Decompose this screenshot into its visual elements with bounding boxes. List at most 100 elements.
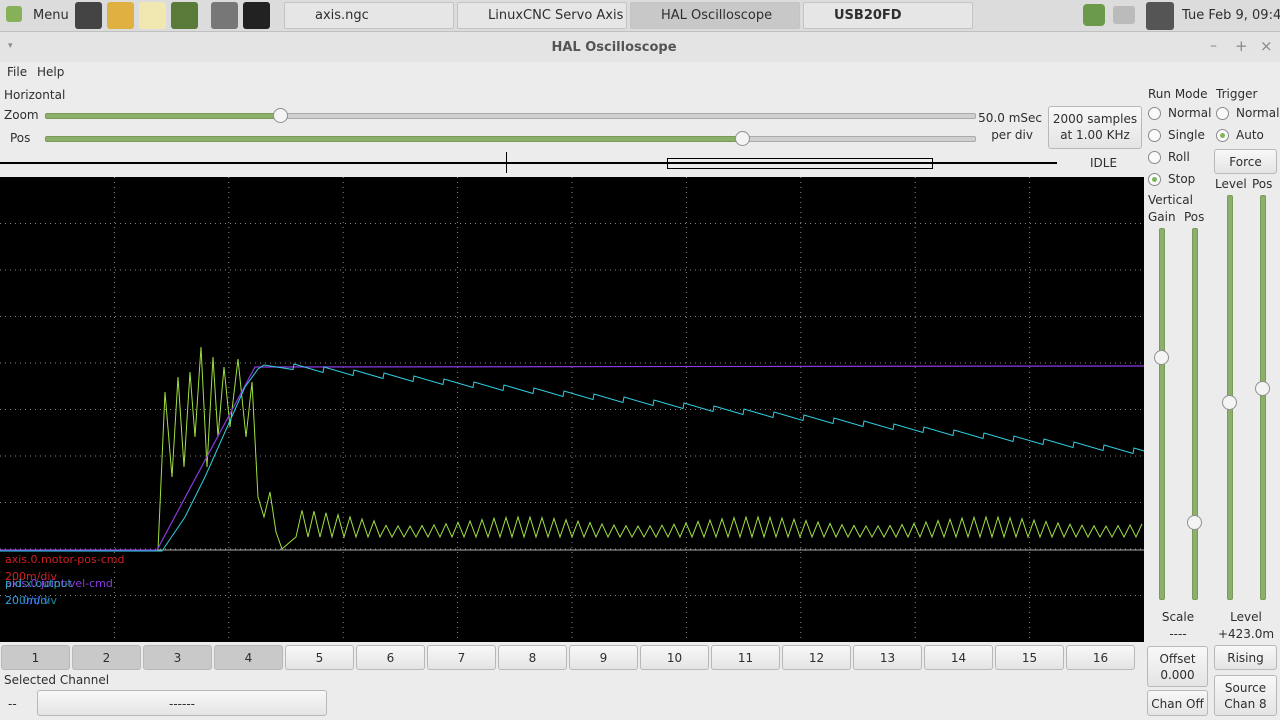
channel-button[interactable]: 1 — [1, 645, 70, 670]
close[interactable]: × — [1260, 37, 1273, 55]
trace-scale: 200m/div — [5, 594, 57, 607]
channel-name-button[interactable]: ------ — [37, 690, 327, 716]
trigger-pos-slider[interactable] — [1255, 381, 1270, 396]
trace-name: axis.0.joint-vel-cmd — [5, 577, 113, 590]
radio-label[interactable]: Auto — [1236, 128, 1264, 142]
launcher[interactable] — [171, 2, 198, 29]
task-button[interactable]: axis.ngc — [284, 2, 454, 29]
radio[interactable] — [1216, 107, 1229, 120]
state: IDLE — [1090, 156, 1118, 170]
clock: Tue Feb 9, 09:48 — [1182, 8, 1280, 23]
section-label: Vertical — [1148, 193, 1193, 207]
trace-name: axis.0.motor-pos-cmd — [5, 553, 124, 566]
channel-button[interactable]: 3 — [143, 645, 212, 670]
vpos-slider[interactable] — [1187, 515, 1202, 530]
channel-button[interactable]: 8 — [498, 645, 567, 670]
channel-button[interactable]: 11 — [711, 645, 780, 670]
task-button[interactable]: LinuxCNC Servo Axis ... — [457, 2, 627, 38]
grid — [0, 177, 1144, 642]
pos-slider[interactable] — [735, 131, 750, 146]
value: 0.000 — [1160, 668, 1195, 683]
menu-icon[interactable] — [6, 6, 22, 22]
channel-button[interactable]: 5 — [285, 645, 354, 670]
launcher[interactable] — [243, 2, 270, 29]
slider-track — [1260, 195, 1266, 600]
task-button[interactable]: HAL Oscilloscope — [630, 2, 800, 29]
zoom-slider[interactable] — [273, 108, 288, 123]
window-menu[interactable]: ▾ — [8, 41, 13, 51]
title-bar — [0, 32, 1280, 62]
label: Level — [1230, 610, 1262, 624]
force-button[interactable]: Force — [1214, 149, 1277, 174]
channel-button[interactable]: 7 — [427, 645, 496, 670]
channel-button[interactable]: 15 — [995, 645, 1064, 670]
trace — [0, 363, 1144, 552]
radio[interactable] — [1148, 129, 1161, 142]
radio[interactable] — [1216, 129, 1229, 142]
trace — [0, 365, 1144, 551]
slider-track — [1159, 228, 1165, 600]
label: 2000 samples — [1052, 112, 1138, 126]
label: at 1.00 KHz — [1060, 128, 1130, 143]
radio[interactable] — [1148, 173, 1161, 186]
radio-label[interactable]: Stop — [1168, 172, 1196, 186]
channel-button[interactable]: 13 — [853, 645, 922, 670]
samples-button[interactable]: 2000 samples at 1.00 KHz — [1048, 106, 1142, 149]
chan-off-button[interactable]: Chan Off — [1147, 690, 1208, 716]
channel-button[interactable]: 9 — [569, 645, 638, 670]
slider-track — [1192, 228, 1198, 600]
launcher[interactable] — [75, 2, 102, 29]
level-slider[interactable] — [1222, 395, 1237, 410]
radio-label[interactable]: Normal — [1236, 106, 1280, 120]
menu-item[interactable]: Help — [37, 65, 65, 79]
window-title: HAL Oscilloscope — [551, 40, 677, 55]
maximize[interactable]: + — [1235, 37, 1248, 55]
channel-button[interactable]: 16 — [1066, 645, 1135, 670]
launcher[interactable] — [139, 2, 166, 29]
tray-icon[interactable] — [1083, 4, 1105, 26]
label: -- — [8, 697, 17, 711]
section-label: Trigger — [1216, 87, 1258, 101]
gain-slider[interactable] — [1154, 350, 1169, 365]
scope-display: axis.0.motor-pos-cmd 200m/div axis.0.joi… — [0, 177, 1144, 642]
channel-button[interactable]: 6 — [356, 645, 425, 670]
trace-scale: 20.0/div — [5, 594, 50, 607]
channel-button[interactable]: 14 — [924, 645, 993, 670]
radio-label[interactable]: Roll — [1168, 150, 1190, 164]
label: Source — [1224, 681, 1267, 695]
radio-label[interactable]: Normal — [1168, 106, 1212, 120]
value: Chan 8 — [1224, 697, 1267, 712]
tray-icon[interactable] — [1146, 2, 1174, 30]
label: Offset — [1159, 652, 1196, 666]
radio[interactable] — [1148, 107, 1161, 120]
menu-button[interactable]: Menu — [33, 8, 69, 23]
offset-button[interactable]: Offset 0.000 — [1147, 646, 1208, 687]
slider-track — [45, 113, 277, 119]
task-button[interactable]: USB20FD — [803, 2, 973, 29]
launcher[interactable] — [211, 2, 238, 29]
label: Pos — [10, 131, 31, 145]
channel-button[interactable]: 10 — [640, 645, 709, 670]
timeline — [0, 162, 1057, 164]
channel-button[interactable]: 2 — [72, 645, 141, 670]
radio[interactable] — [1148, 151, 1161, 164]
channel-button[interactable]: 4 — [214, 645, 283, 670]
minimize[interactable]: – — [1210, 38, 1217, 54]
trace — [0, 346, 1143, 551]
trigger-marker — [506, 152, 507, 173]
edge-button[interactable]: Rising — [1214, 645, 1277, 670]
source-button[interactable]: Source Chan 8 — [1214, 675, 1277, 716]
scale-label: 50.0 mSec — [978, 111, 1042, 125]
value: +423.0m — [1217, 627, 1275, 641]
tray-icon[interactable] — [1113, 6, 1135, 24]
trace-scale: 200m/div — [5, 570, 57, 583]
launcher[interactable] — [107, 2, 134, 29]
channel-button[interactable]: 12 — [782, 645, 851, 670]
label: Zoom — [4, 108, 39, 122]
radio-label[interactable]: Single — [1168, 128, 1205, 142]
menu-item[interactable]: File — [7, 65, 28, 79]
slider-track — [742, 136, 976, 142]
label: Level — [1215, 177, 1247, 191]
label: Pos — [1184, 210, 1205, 224]
